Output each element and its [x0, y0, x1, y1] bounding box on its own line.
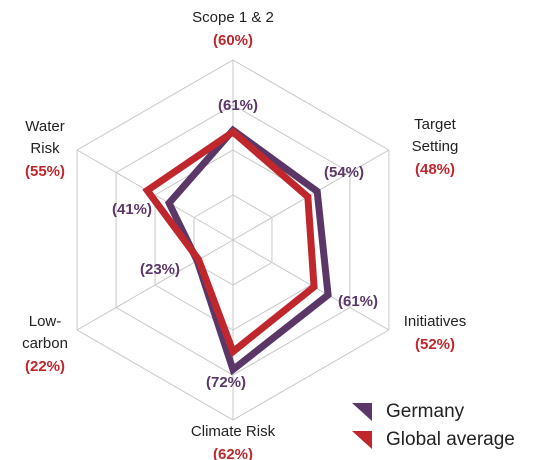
category-label: Water [25, 118, 64, 135]
germany-value-label: (41%) [112, 201, 152, 218]
legend-label: Global average [386, 429, 515, 450]
series-line [142, 127, 318, 358]
category-label: carbon [22, 335, 68, 352]
germany-value-label: (54%) [324, 164, 364, 181]
series-line [164, 125, 332, 376]
category-label: Initiatives [404, 313, 467, 330]
global-value-label: (60%) [213, 32, 253, 49]
category-label: Risk [30, 140, 60, 157]
category-label: Climate Risk [191, 423, 276, 440]
germany-value-label: (23%) [140, 261, 180, 278]
axis-spoke [76, 239, 234, 331]
legend-swatch [352, 431, 372, 449]
global-value-label: (52%) [415, 336, 455, 353]
legend-label: Germany [386, 401, 465, 422]
global-value-label: (22%) [25, 358, 65, 375]
category-label: Low- [29, 313, 62, 330]
category-label: Setting [412, 138, 459, 155]
germany-value-label: (61%) [218, 97, 258, 114]
global-value-label: (62%) [213, 446, 253, 460]
legend-swatch [352, 403, 372, 421]
global-value-label: (55%) [25, 163, 65, 180]
axis-spoke [76, 149, 234, 241]
germany-value-label: (61%) [338, 293, 378, 310]
category-label: Scope 1 & 2 [192, 9, 274, 26]
category-label: Target [414, 116, 457, 133]
germany-value-label: (72%) [206, 374, 246, 391]
global-value-label: (48%) [415, 161, 455, 178]
